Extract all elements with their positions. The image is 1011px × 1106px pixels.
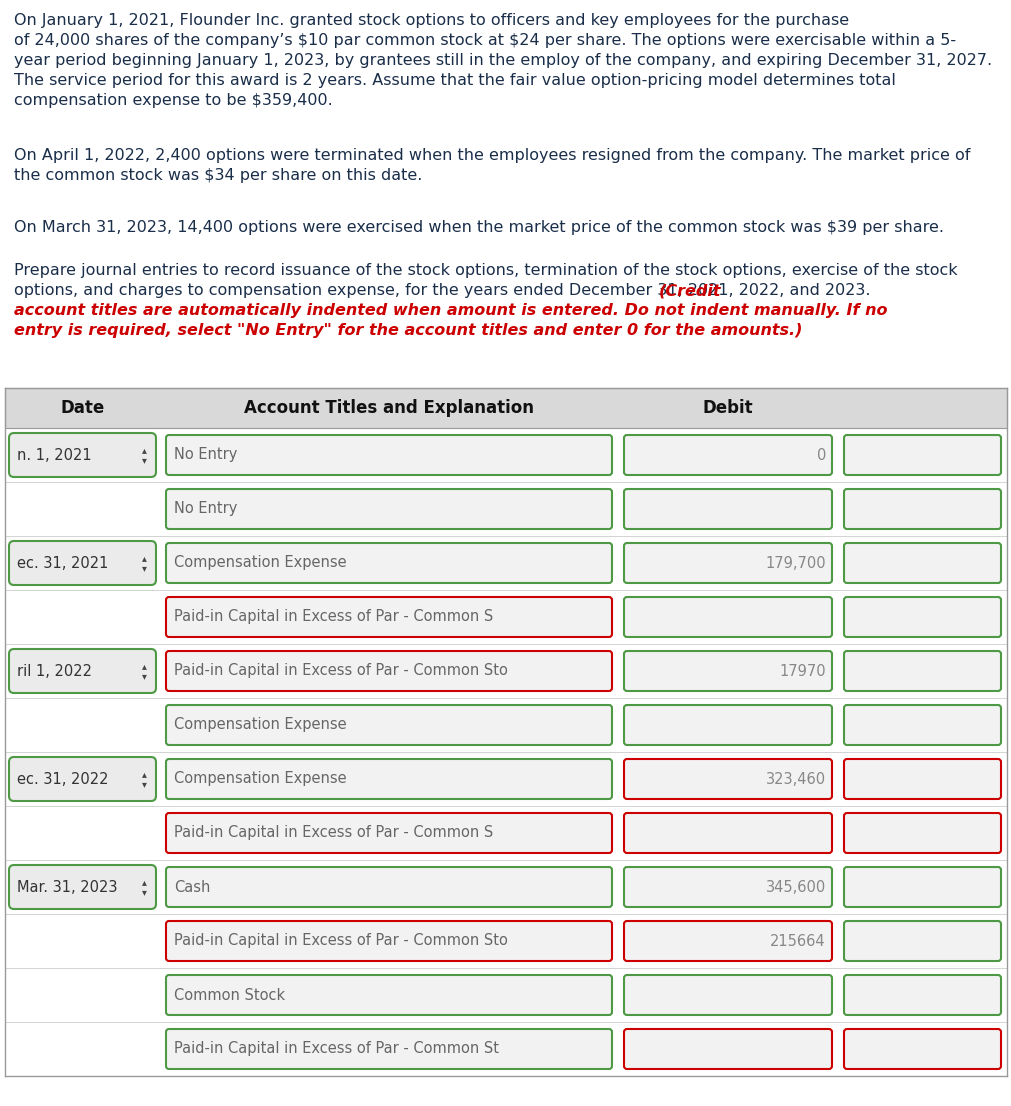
Text: 215664: 215664 <box>769 933 825 949</box>
Text: ▾: ▾ <box>142 779 147 789</box>
Text: On March 31, 2023, 14,400 options were exercised when the market price of the co: On March 31, 2023, 14,400 options were e… <box>14 220 943 234</box>
FancyBboxPatch shape <box>166 813 612 853</box>
Text: 323,460: 323,460 <box>765 772 825 786</box>
FancyBboxPatch shape <box>843 651 1000 691</box>
FancyBboxPatch shape <box>624 921 831 961</box>
Text: ▴: ▴ <box>142 445 147 455</box>
Text: Debit: Debit <box>702 399 752 417</box>
FancyBboxPatch shape <box>9 757 156 801</box>
FancyBboxPatch shape <box>624 867 831 907</box>
Text: ▾: ▾ <box>142 455 147 465</box>
FancyBboxPatch shape <box>624 1029 831 1070</box>
Text: Cash: Cash <box>174 879 210 895</box>
FancyBboxPatch shape <box>843 543 1000 583</box>
FancyBboxPatch shape <box>843 921 1000 961</box>
FancyBboxPatch shape <box>166 1029 612 1070</box>
FancyBboxPatch shape <box>9 434 156 477</box>
Text: ▴: ▴ <box>142 553 147 563</box>
Text: ▴: ▴ <box>142 877 147 887</box>
Text: ▾: ▾ <box>142 887 147 897</box>
Text: Paid-in Capital in Excess of Par - Common St: Paid-in Capital in Excess of Par - Commo… <box>174 1042 498 1056</box>
Text: entry is required, select "No Entry" for the account titles and enter 0 for the : entry is required, select "No Entry" for… <box>14 323 802 338</box>
Text: Paid-in Capital in Excess of Par - Common S: Paid-in Capital in Excess of Par - Commo… <box>174 609 492 625</box>
Text: year period beginning January 1, 2023, by grantees still in the employ of the co: year period beginning January 1, 2023, b… <box>14 53 991 67</box>
Text: compensation expense to be $359,400.: compensation expense to be $359,400. <box>14 93 333 108</box>
FancyBboxPatch shape <box>624 813 831 853</box>
Text: Mar. 31, 2023: Mar. 31, 2023 <box>17 879 117 895</box>
FancyBboxPatch shape <box>624 705 831 745</box>
Text: Paid-in Capital in Excess of Par - Common S: Paid-in Capital in Excess of Par - Commo… <box>174 825 492 841</box>
FancyBboxPatch shape <box>624 597 831 637</box>
FancyBboxPatch shape <box>843 705 1000 745</box>
FancyBboxPatch shape <box>843 813 1000 853</box>
Text: Common Stock: Common Stock <box>174 988 285 1002</box>
Bar <box>5 388 1006 428</box>
Text: the common stock was $34 per share on this date.: the common stock was $34 per share on th… <box>14 168 422 182</box>
FancyBboxPatch shape <box>166 597 612 637</box>
Text: ril 1, 2022: ril 1, 2022 <box>17 664 92 678</box>
Text: Account Titles and Explanation: Account Titles and Explanation <box>244 399 534 417</box>
Text: 0: 0 <box>816 448 825 462</box>
FancyBboxPatch shape <box>624 651 831 691</box>
FancyBboxPatch shape <box>166 705 612 745</box>
Text: ▴: ▴ <box>142 661 147 671</box>
FancyBboxPatch shape <box>166 435 612 474</box>
Text: (Credit: (Credit <box>658 283 720 298</box>
FancyBboxPatch shape <box>843 867 1000 907</box>
Text: Paid-in Capital in Excess of Par - Common Sto: Paid-in Capital in Excess of Par - Commo… <box>174 664 508 678</box>
FancyBboxPatch shape <box>166 651 612 691</box>
Text: No Entry: No Entry <box>174 501 238 517</box>
Text: ec. 31, 2021: ec. 31, 2021 <box>17 555 108 571</box>
FancyBboxPatch shape <box>166 975 612 1015</box>
FancyBboxPatch shape <box>9 541 156 585</box>
FancyBboxPatch shape <box>843 1029 1000 1070</box>
Text: of 24,000 shares of the company’s $10 par common stock at $24 per share. The opt: of 24,000 shares of the company’s $10 pa… <box>14 33 955 48</box>
FancyBboxPatch shape <box>166 867 612 907</box>
FancyBboxPatch shape <box>843 975 1000 1015</box>
FancyBboxPatch shape <box>624 759 831 799</box>
Text: Paid-in Capital in Excess of Par - Common Sto: Paid-in Capital in Excess of Par - Commo… <box>174 933 508 949</box>
Text: account titles are automatically indented when amount is entered. Do not indent : account titles are automatically indente… <box>14 303 887 319</box>
FancyBboxPatch shape <box>166 921 612 961</box>
FancyBboxPatch shape <box>843 597 1000 637</box>
FancyBboxPatch shape <box>9 649 156 693</box>
Text: 17970: 17970 <box>778 664 825 678</box>
Bar <box>5 428 1006 1076</box>
FancyBboxPatch shape <box>166 543 612 583</box>
Text: The service period for this award is 2 years. Assume that the fair value option-: The service period for this award is 2 y… <box>14 73 895 88</box>
Text: Compensation Expense: Compensation Expense <box>174 555 347 571</box>
Text: 345,600: 345,600 <box>765 879 825 895</box>
Text: options, and charges to compensation expense, for the years ended December 31, 2: options, and charges to compensation exp… <box>14 283 875 298</box>
FancyBboxPatch shape <box>166 489 612 529</box>
Text: Compensation Expense: Compensation Expense <box>174 772 347 786</box>
Text: ▾: ▾ <box>142 563 147 573</box>
FancyBboxPatch shape <box>9 865 156 909</box>
Text: Date: Date <box>61 399 104 417</box>
Text: 179,700: 179,700 <box>764 555 825 571</box>
Text: ec. 31, 2022: ec. 31, 2022 <box>17 772 108 786</box>
Text: ▴: ▴ <box>142 769 147 779</box>
FancyBboxPatch shape <box>843 435 1000 474</box>
FancyBboxPatch shape <box>624 975 831 1015</box>
FancyBboxPatch shape <box>624 489 831 529</box>
FancyBboxPatch shape <box>624 543 831 583</box>
Text: Prepare journal entries to record issuance of the stock options, termination of : Prepare journal entries to record issuan… <box>14 263 956 278</box>
Text: No Entry: No Entry <box>174 448 238 462</box>
FancyBboxPatch shape <box>843 489 1000 529</box>
Text: Compensation Expense: Compensation Expense <box>174 718 347 732</box>
Text: On April 1, 2022, 2,400 options were terminated when the employees resigned from: On April 1, 2022, 2,400 options were ter… <box>14 148 970 163</box>
Text: n. 1, 2021: n. 1, 2021 <box>17 448 92 462</box>
FancyBboxPatch shape <box>166 759 612 799</box>
Text: On January 1, 2021, Flounder Inc. granted stock options to officers and key empl: On January 1, 2021, Flounder Inc. grante… <box>14 13 848 28</box>
FancyBboxPatch shape <box>843 759 1000 799</box>
Text: ▾: ▾ <box>142 671 147 681</box>
FancyBboxPatch shape <box>624 435 831 474</box>
